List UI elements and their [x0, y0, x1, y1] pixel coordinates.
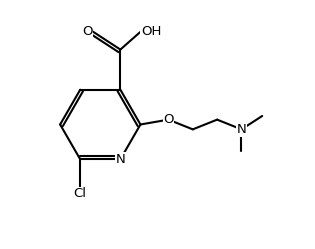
Text: O: O [82, 25, 92, 38]
Text: O: O [163, 113, 174, 126]
Text: OH: OH [141, 25, 162, 38]
Text: N: N [116, 153, 125, 166]
Text: Cl: Cl [74, 187, 87, 200]
Text: N: N [237, 123, 246, 136]
